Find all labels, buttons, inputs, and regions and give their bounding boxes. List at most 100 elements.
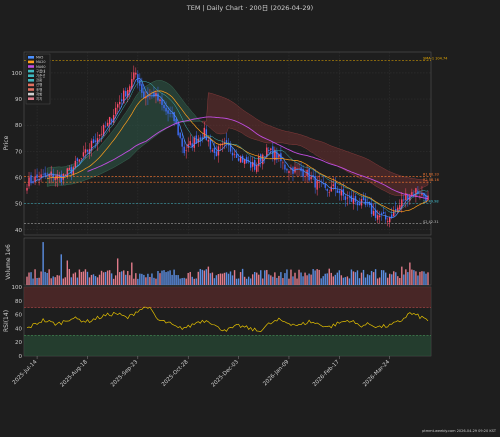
volume-bar [380,270,383,285]
volume-bar [28,272,30,285]
candle-body [288,171,290,173]
volume-bar [237,278,240,285]
volume-bar [356,270,359,285]
candle-body [189,141,191,145]
candle-body [72,167,75,175]
volume-bar [397,276,399,285]
volume-bar [223,272,226,285]
volume-bar [108,270,111,285]
candle-body [147,94,149,98]
legend-entry: 기준선 [36,73,45,78]
candle-body [199,137,202,140]
candle-body [90,140,93,151]
volume-bar [123,270,125,285]
candle-body [344,196,347,200]
volume-bar [96,277,99,285]
candle-body [247,161,250,162]
ma20-line [47,90,429,212]
candle-body [237,158,240,161]
candle-body [282,162,284,164]
volume-bar [92,274,95,285]
volume-bar [332,276,334,285]
volume-bar [84,269,87,285]
volume-bar [294,272,296,285]
volume-bar [231,275,234,285]
candle-body [268,150,270,151]
candle-body [266,147,268,158]
volume-bar [334,274,337,285]
candle-body [157,93,159,101]
volume-bar [153,277,155,285]
volume-bar [298,269,300,285]
candle-body [46,173,48,175]
volume-bar [40,271,42,285]
cloud-bearish [202,92,429,196]
candle-body [397,207,399,213]
candle-body [231,152,234,156]
candle-body [207,140,210,142]
volume-bar [284,273,286,285]
volume-bar [82,271,85,285]
candle-body [300,167,302,172]
candle-body [340,190,343,196]
legend-entry: 구름대 [36,68,45,73]
volume-bar [322,276,324,285]
candle-body [334,182,337,190]
volume-bar [161,270,163,285]
volume-bar [384,272,387,285]
candle-body [118,101,121,105]
volume-bar [243,276,246,285]
volume-bar [137,278,139,285]
candle-body [393,211,395,217]
volume-panel: Volume 1e6 [5,237,432,286]
candle-body [181,138,183,147]
volume-bar [328,268,330,285]
candle-body [352,198,355,204]
volume-bar [149,276,151,285]
candle-body [74,160,77,168]
volume-bar [318,269,320,285]
legend-swatch [28,60,34,64]
candle-body [68,167,71,170]
volume-bar [48,269,50,285]
volume-bar [104,271,107,285]
candle-body [270,148,272,150]
candle-body [96,138,99,144]
legend-swatch [28,74,34,77]
candle-body [80,157,83,159]
price-tick-label: 80 [15,123,22,129]
volume-bar [314,270,316,285]
candle-body [36,174,38,179]
volume-bar [114,275,117,285]
candle-body [415,188,417,198]
volume-bar [256,272,258,285]
candle-body [358,203,361,206]
volume-bar [278,275,280,285]
volume-bar [169,270,171,285]
rsi-overbought-zone [24,287,431,308]
candle-body [191,143,193,148]
ma60-line [87,116,429,200]
candle-body [389,216,391,223]
candle-body [346,197,349,199]
candle-body [161,99,163,105]
volume-bar [201,269,204,285]
volume-bar [403,274,405,285]
candle-body [64,174,66,176]
volume-bar [360,272,363,285]
candle-body [356,201,359,206]
volume-bar [139,273,141,285]
candle-body [167,110,169,114]
candle-body [44,172,46,176]
candle-body [110,119,113,122]
price-tick-label: 100 [12,71,23,77]
volume-bar [389,273,391,285]
volume-bar [391,274,393,285]
volume-bar [415,271,417,285]
volume-bar [324,273,326,285]
legend-entry: 선행 [36,82,42,87]
legend-swatch [28,69,34,73]
volume-bar [239,272,242,285]
